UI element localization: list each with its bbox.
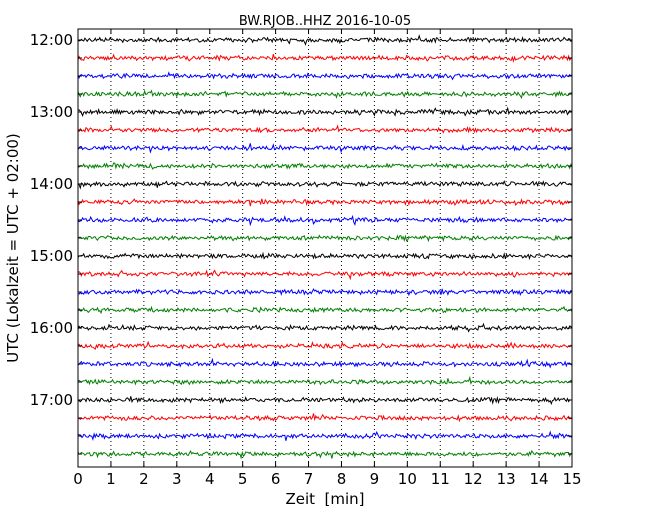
x-tick-label: 11 [431, 470, 450, 488]
x-tick-label: 12 [464, 470, 483, 488]
x-tick-label: 10 [398, 470, 417, 488]
y-tick-label: 15:00 [30, 247, 73, 265]
trace-line [77, 214, 573, 227]
trace-line [77, 269, 573, 281]
trace-line [77, 305, 573, 315]
trace-line [77, 124, 572, 134]
tick-marks [77, 29, 573, 467]
y-tick-label: 17:00 [30, 391, 73, 409]
x-tick-label: 7 [304, 470, 314, 488]
y-tick-label: 14:00 [30, 175, 73, 193]
trace-line [77, 430, 573, 441]
chart-title: BW.RJOB..HHZ 2016-10-05 [239, 14, 411, 29]
x-tick-label: 9 [370, 470, 380, 488]
trace-line [77, 198, 573, 207]
x-tick-label: 2 [139, 470, 149, 488]
trace-line [77, 179, 573, 190]
trace-line [77, 288, 573, 297]
y-tick-label: 16:00 [30, 319, 73, 337]
plot-frame [77, 28, 573, 468]
x-tick-label: 4 [205, 470, 215, 488]
trace-line [77, 340, 573, 350]
x-tick-label: 1 [106, 470, 116, 488]
trace-line [77, 357, 573, 369]
x-axis-label: Zeit [min] [285, 490, 364, 508]
trace-line [77, 322, 573, 333]
trace-line [77, 375, 573, 386]
trace-line [77, 395, 572, 406]
x-tick-label: 13 [497, 470, 516, 488]
x-tick-label: 3 [172, 470, 182, 488]
x-tick-label: 14 [530, 470, 549, 488]
trace-line [77, 251, 573, 261]
x-tick-label: 6 [271, 470, 281, 488]
trace-line [77, 34, 573, 46]
trace-line [77, 106, 573, 117]
y-tick-label: 13:00 [30, 103, 73, 121]
trace-layer [77, 34, 573, 460]
x-tick-label: 0 [73, 470, 83, 488]
trace-line [77, 413, 573, 423]
trace-line [77, 449, 573, 460]
trace-line [77, 53, 573, 63]
x-tick-label: 8 [337, 470, 347, 488]
x-tick-label: 15 [562, 470, 581, 488]
y-tick-labels: 12:00 13:00 14:00 15:00 16:00 17:00 [30, 31, 73, 409]
y-tick-label: 12:00 [30, 31, 73, 49]
trace-line [77, 71, 573, 81]
trace-line [77, 143, 573, 154]
trace-line [77, 234, 573, 243]
trace-line [77, 89, 573, 100]
x-tick-labels: 0 1 2 3 4 5 6 7 8 9 10 11 12 13 14 15 [73, 470, 581, 488]
y-axis-label: UTC (Lokalzeit = UTC + 02:00) [4, 133, 22, 363]
x-tick-label: 5 [238, 470, 248, 488]
trace-line [77, 162, 573, 170]
